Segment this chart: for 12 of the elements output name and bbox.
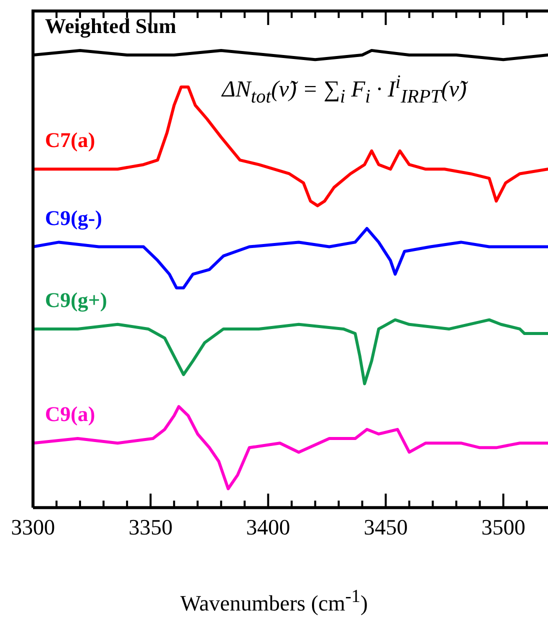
x-axis-title: Wavenumbers (cm$^{-1}$) [179, 586, 369, 616]
x-tick-label: 3400 [246, 514, 290, 540]
series-label: C9(a) [45, 402, 96, 426]
text: ΔN$_{tot}$(ν̃) = ∑$_{i}$ F$_{i}$ · I$^{i}$$_{IRPT}$(ν̃) [222, 72, 467, 108]
x-tick-label: 3450 [364, 514, 408, 540]
x-tick-label: 3500 [481, 514, 526, 540]
x-tick-label: 3350 [128, 514, 173, 540]
series-label: C7(a) [45, 128, 96, 152]
x-tick-label: 3300 [11, 514, 55, 540]
series-label: C9(g+) [45, 288, 108, 312]
legend-label: Weighted Sum [45, 14, 177, 38]
series-label: C9(g-) [45, 206, 102, 230]
